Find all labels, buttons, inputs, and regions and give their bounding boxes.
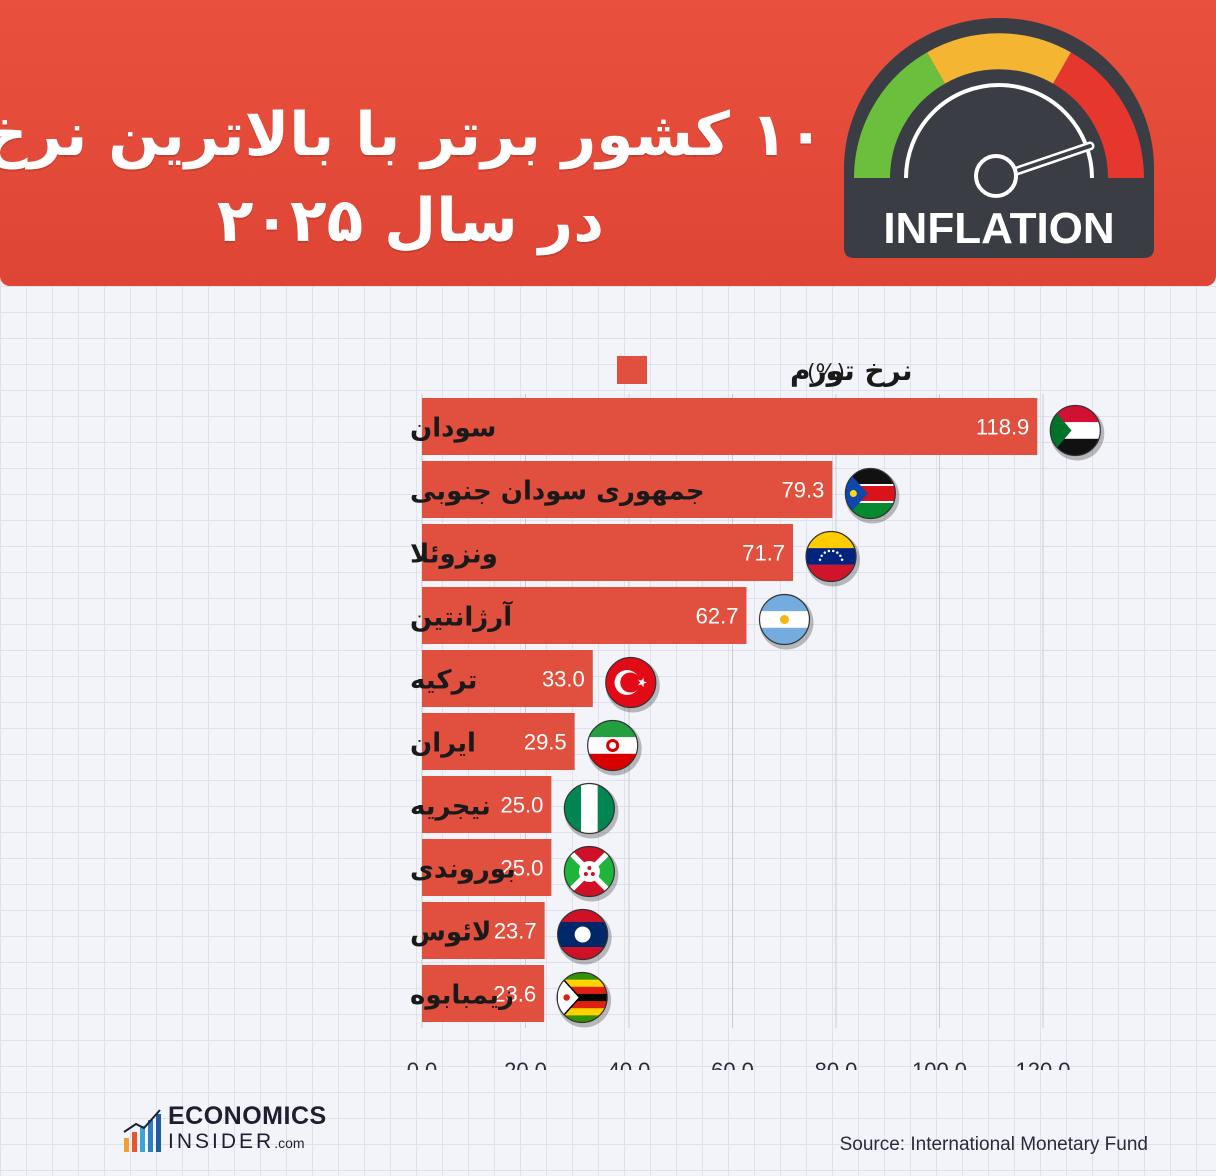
bar	[422, 776, 552, 833]
category-label: آرژانتین	[410, 601, 513, 633]
bar	[422, 461, 833, 518]
source-note: Source: International Monetary Fund	[839, 1134, 1148, 1155]
bar-row: 118.9 سودان	[410, 398, 1105, 461]
bar	[422, 713, 575, 770]
bar-row: 33.0 ترکیه	[410, 650, 660, 713]
x-tick-label: 0.0	[407, 1058, 438, 1070]
bar-row: 79.3 جمهوری سودان جنوبی	[410, 461, 900, 524]
venezuela-flag-icon	[805, 530, 861, 587]
x-tick-label: 120.0	[1015, 1058, 1070, 1070]
burundi-flag-icon	[563, 845, 619, 902]
logo-text-insider: INSIDER.com	[168, 1130, 305, 1153]
nigeria-flag-icon	[563, 782, 619, 839]
bar-value-label: 25.0	[501, 793, 544, 818]
category-label: نیجریه	[410, 792, 491, 822]
category-label: بوروندی	[410, 855, 516, 885]
zimbabwe-flag-icon	[556, 971, 612, 1028]
south-sudan-flag-icon	[844, 467, 900, 524]
category-label: سودان	[410, 414, 496, 444]
bar	[422, 839, 552, 896]
bar-row: 62.7 آرژانتین	[410, 587, 814, 650]
bar-logo-icon	[123, 1109, 161, 1152]
category-label: ونزوئلا	[410, 540, 498, 570]
iran-flag-icon	[587, 719, 642, 776]
x-axis: 0.0 20.0 40.0 60.0 80.0 100.0 120.0	[407, 1058, 1071, 1070]
gauge-label: INFLATION	[883, 204, 1114, 253]
category-label: ایران	[410, 729, 476, 759]
legend-swatch	[617, 356, 647, 384]
legend-series-name: نرخ تورم	[790, 354, 913, 387]
category-label: زیمبابوه	[410, 981, 514, 1011]
x-tick-label: 20.0	[504, 1058, 547, 1070]
title-line-2: در سال ۲۰۲۵	[216, 186, 604, 256]
bar-value-label: 62.7	[696, 604, 739, 629]
title-line-1: ۱۰ کشور برتر با بالاترین نرخ تورم	[0, 100, 824, 170]
bar-value-label: 29.5	[524, 730, 567, 755]
bar	[422, 524, 794, 581]
bar-row: 71.7 ونزوئلا	[410, 524, 861, 587]
chart-legend: نرخ تورم (%)	[617, 354, 913, 387]
logo-text-economics: ECONOMICS	[168, 1102, 327, 1130]
economics-insider-logo: ECONOMICS INSIDER.com	[122, 1100, 382, 1160]
bar-value-label: 79.3	[782, 478, 825, 503]
chart-bars: 118.9 سودان 79.3 جمهوری سودان جنوبی 71.7 ونزو…	[410, 398, 1105, 1028]
bar-value-label: 23.6	[493, 982, 536, 1007]
legend-unit: (%)	[807, 361, 845, 386]
x-tick-label: 80.0	[815, 1058, 858, 1070]
bar-value-label: 118.9	[976, 415, 1029, 440]
x-tick-label: 40.0	[608, 1058, 651, 1070]
category-label: جمهوری سودان جنوبی	[410, 477, 705, 507]
inflation-gauge-icon: INFLATION	[844, 18, 1154, 258]
bar-value-label: 25.0	[501, 856, 544, 881]
bar	[422, 650, 593, 707]
inflation-bar-chart: نرخ تورم (%) 118.9 سودان 79.3 جمهوری سودان …	[407, 354, 1105, 1070]
bar-value-label: 33.0	[542, 667, 585, 692]
logo-suffix: .com	[274, 1135, 305, 1151]
x-tick-label: 60.0	[711, 1058, 754, 1070]
header-banner: ۱۰ کشور برتر با بالاترین نرخ تورم در سال…	[0, 0, 1216, 286]
bar-row: 29.5 ایران	[410, 713, 642, 776]
bar	[422, 965, 545, 1022]
argentina-flag-icon	[758, 593, 814, 650]
bar	[422, 902, 545, 959]
bar-value-label: 23.7	[494, 919, 537, 944]
bar	[422, 587, 747, 644]
bar-value-label: 71.7	[742, 541, 785, 566]
category-label: لائوس	[410, 918, 491, 948]
category-label: ترکیه	[410, 666, 477, 696]
bar	[422, 398, 1038, 455]
sudan-flag-icon	[1049, 404, 1105, 461]
laos-flag-icon	[557, 908, 612, 965]
x-tick-label: 100.0	[912, 1058, 967, 1070]
bar-row: 25.0 نیجریه	[410, 776, 619, 839]
turkey-flag-icon	[605, 656, 660, 713]
